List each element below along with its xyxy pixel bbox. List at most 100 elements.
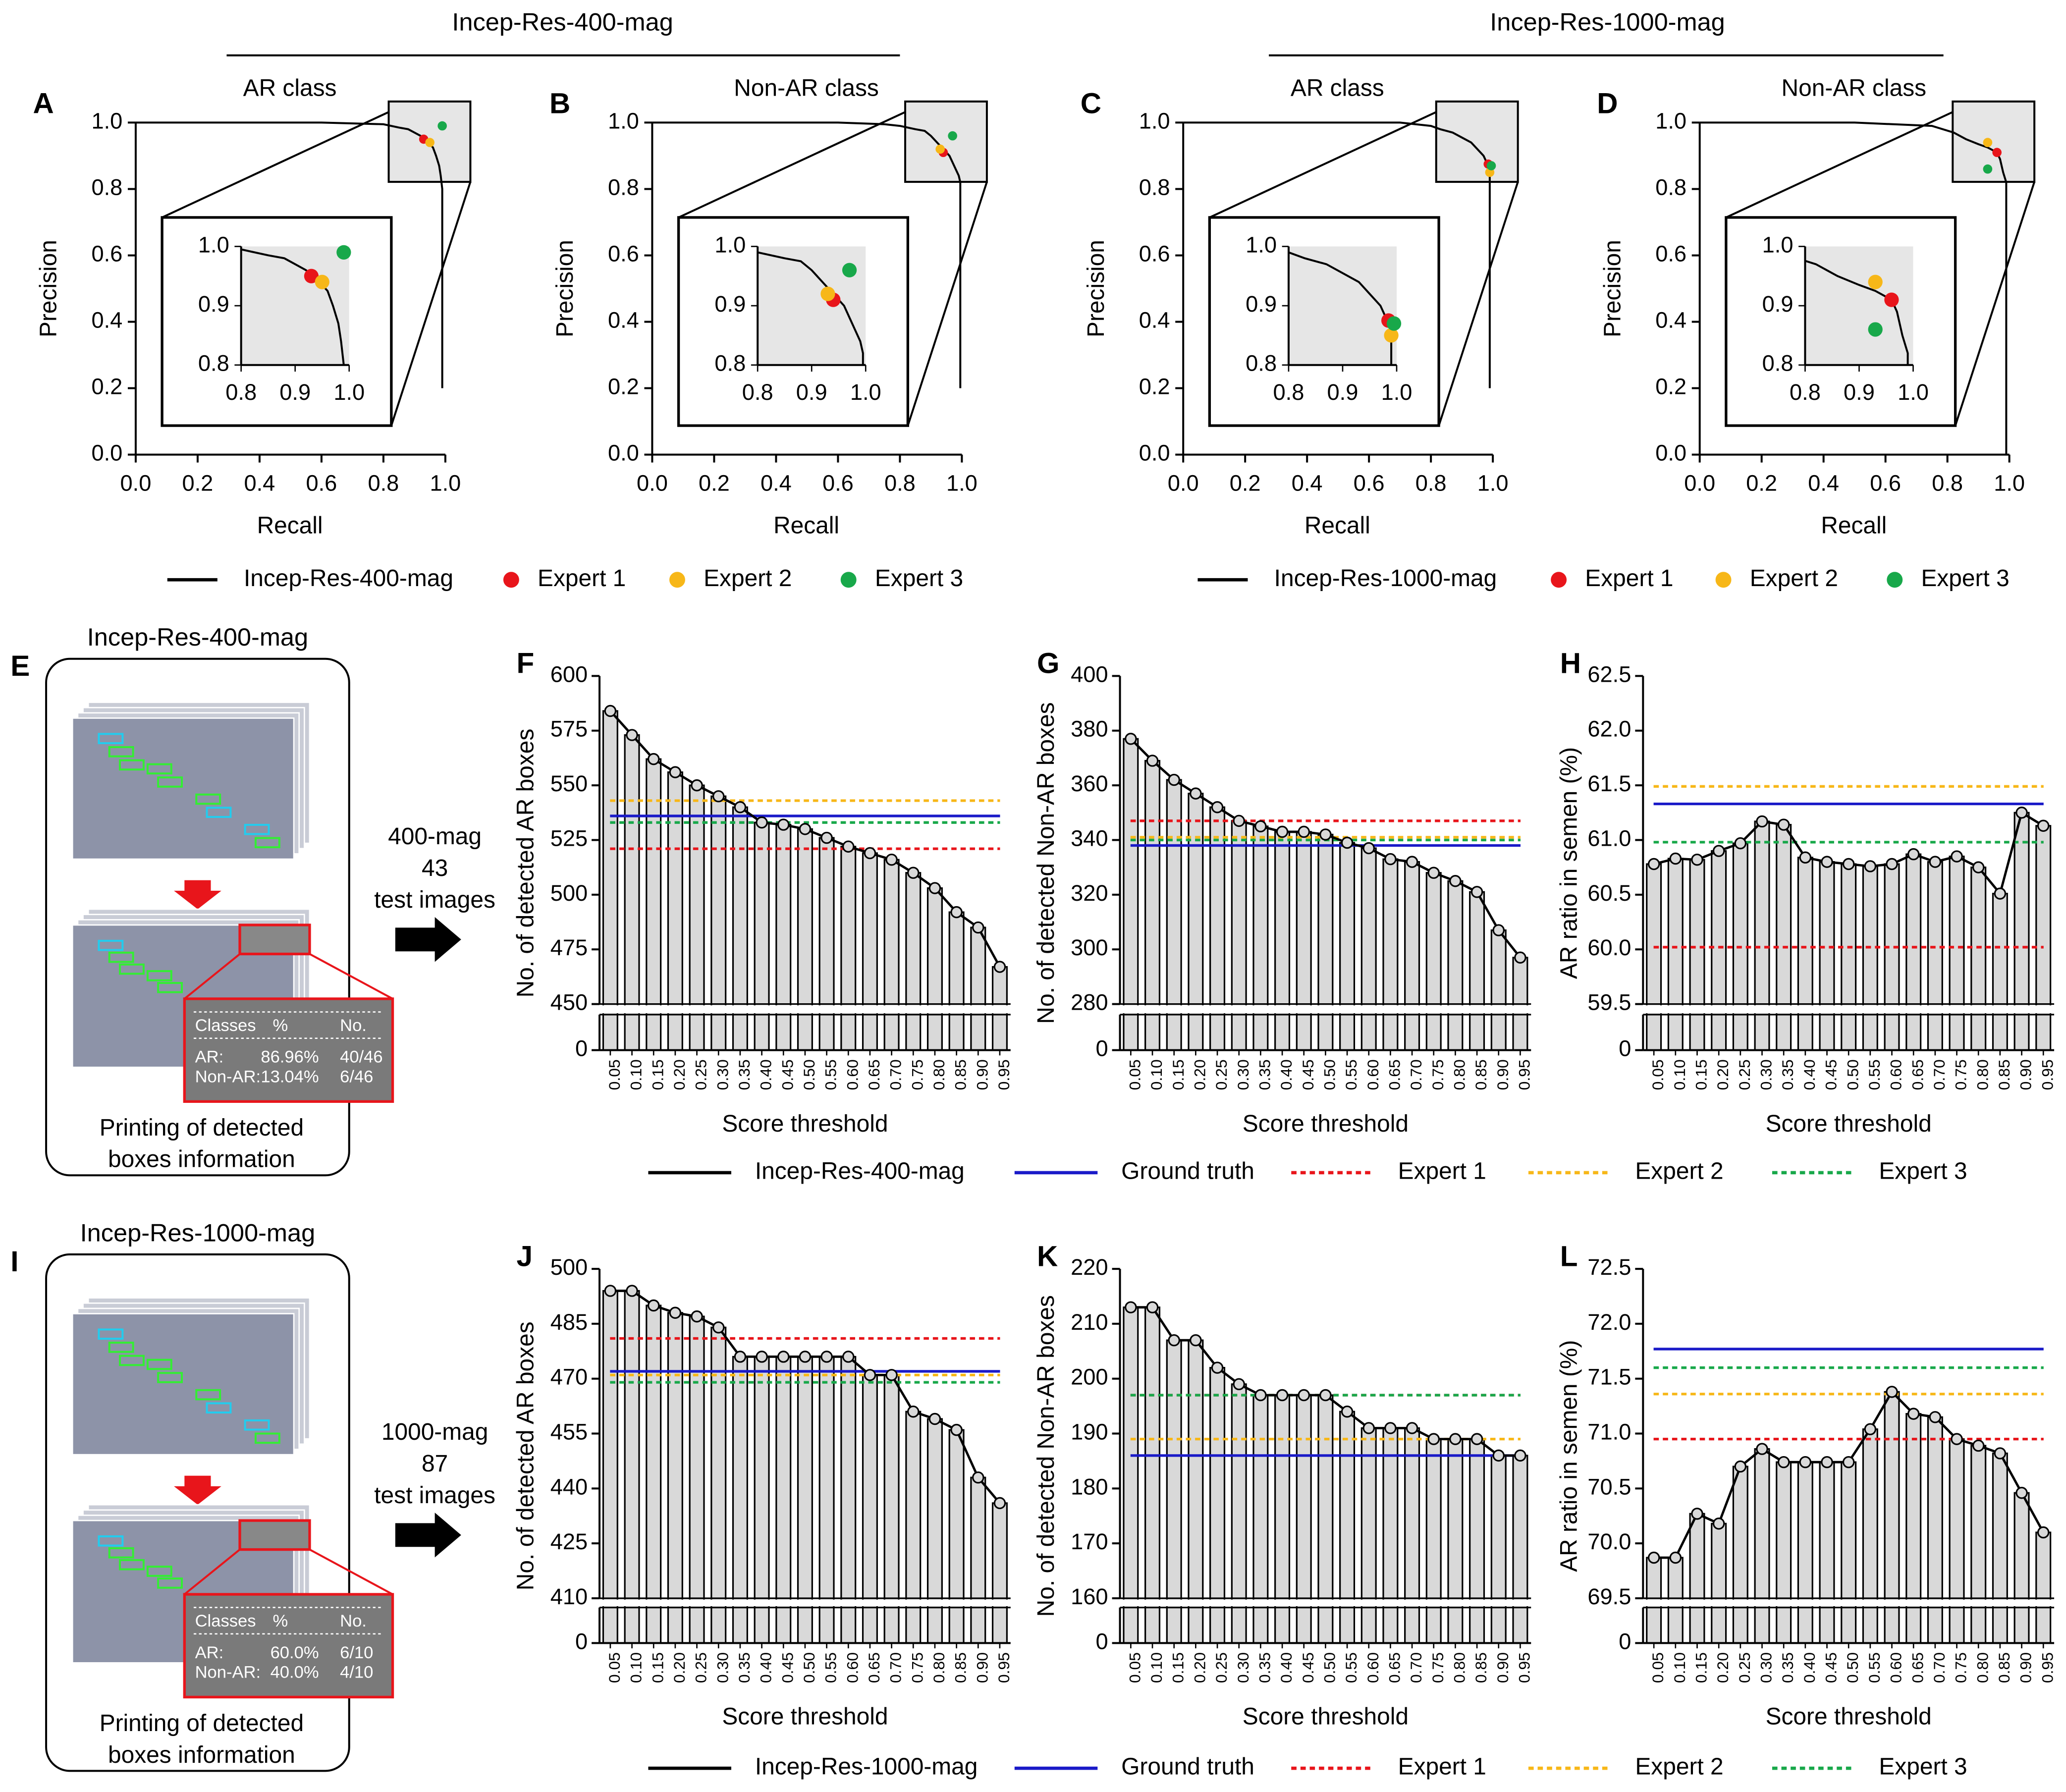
- point: [972, 1471, 984, 1484]
- bar: [1841, 863, 1857, 1051]
- table-header: Classes: [195, 1016, 256, 1035]
- point: [1712, 845, 1725, 857]
- x-tick-label: 0.55: [1865, 1652, 1883, 1683]
- x-tick-label: 0.8: [368, 471, 399, 496]
- bar: [1646, 863, 1662, 1051]
- legend-label: Ground truth: [1121, 1754, 1254, 1780]
- inset-y-tick-label: 0.9: [1762, 291, 1794, 317]
- point: [1886, 858, 1898, 870]
- x-tick-label: 0.8: [884, 471, 916, 496]
- legend-label: Incep-Res-400-mag: [244, 565, 453, 592]
- x-axis-label: Recall: [1821, 512, 1887, 539]
- bar: [1797, 857, 1813, 1051]
- point: [1298, 825, 1310, 838]
- arrow-label: 87: [422, 1451, 448, 1477]
- legend-dot: [1551, 572, 1567, 588]
- x-tick-label: 0.2: [182, 471, 213, 496]
- x-tick-label: 0.15: [1692, 1652, 1710, 1683]
- point: [864, 1369, 876, 1381]
- point: [1233, 1378, 1245, 1391]
- panel-letter: A: [33, 87, 54, 119]
- bar: [602, 710, 618, 1051]
- bar: [1667, 858, 1684, 1051]
- x-tick-label: 0.15: [1692, 1059, 1710, 1090]
- y-tick-label: 0: [1619, 1629, 1631, 1654]
- inset-expert-point: [820, 286, 835, 301]
- bar: [1317, 833, 1334, 1051]
- x-tick-label: 0.4: [761, 471, 792, 496]
- panel-letter: K: [1037, 1240, 1058, 1272]
- bar: [1296, 831, 1312, 1051]
- x-tick-label: 0.30: [1757, 1652, 1775, 1683]
- point: [1449, 1433, 1462, 1445]
- x-tick-label: 1.0: [430, 471, 461, 496]
- bar: [1447, 880, 1464, 1051]
- inset-x-tick-label: 1.0: [1381, 380, 1413, 405]
- zoom-connector: [1726, 111, 1954, 218]
- detection-box: [98, 1328, 124, 1340]
- bar: [797, 828, 813, 1051]
- bar: [1841, 1461, 1857, 1644]
- x-tick-label: 0.95: [995, 1652, 1013, 1683]
- x-tick-label: 0.40: [757, 1652, 775, 1683]
- detection-box: [157, 1372, 183, 1383]
- x-tick-label: 0.75: [1952, 1652, 1970, 1683]
- detection-box: [244, 823, 270, 835]
- x-tick-label: 0.80: [1450, 1059, 1468, 1090]
- legend-label: Incep-Res-1000-mag: [755, 1754, 978, 1780]
- x-tick-label: 0.85: [1472, 1059, 1490, 1090]
- legend-label: Ground truth: [1121, 1158, 1254, 1185]
- x-tick-label: 0.70: [887, 1059, 905, 1090]
- x-tick-label: 0.70: [1930, 1652, 1948, 1683]
- point: [972, 921, 984, 934]
- detection-box: [157, 982, 183, 993]
- info-table: [183, 997, 394, 1103]
- black-arrow: [395, 917, 461, 962]
- inset-x-tick-label: 1.0: [1898, 380, 1929, 405]
- inset-x-tick-label: 0.9: [279, 380, 311, 405]
- inset-y-tick-label: 0.8: [714, 351, 746, 376]
- x-tick-label: 0.90: [973, 1652, 991, 1683]
- x-tick-label: 1.0: [946, 471, 978, 496]
- point: [820, 1351, 833, 1363]
- x-tick-label: 0.80: [1450, 1652, 1468, 1683]
- y-tick-label: 61.5: [1587, 771, 1631, 796]
- inset-x-tick-label: 0.9: [796, 380, 827, 405]
- y-tick-label: 455: [550, 1419, 588, 1444]
- expert-point: [1992, 148, 2002, 158]
- y-tick-label: 320: [1071, 880, 1108, 906]
- zoom-box: [904, 100, 988, 183]
- x-tick-label: 0.25: [692, 1059, 710, 1090]
- x-tick-label: 0.4: [244, 471, 275, 496]
- bar: [991, 1502, 1008, 1644]
- x-tick-label: 0.30: [1757, 1059, 1775, 1090]
- y-axis-label: Precision: [36, 240, 62, 337]
- x-tick-label: 0.05: [605, 1652, 623, 1683]
- x-tick-label: 0.35: [735, 1652, 753, 1683]
- arrow-label: 1000-mag: [381, 1419, 489, 1445]
- y-axis-label: AR ratio in semen (%): [1556, 747, 1582, 979]
- bar: [1927, 861, 1943, 1051]
- point: [799, 823, 812, 835]
- y-tick-label: 340: [1071, 825, 1108, 851]
- detection-box: [108, 1342, 134, 1353]
- x-tick-label: 0.05: [1126, 1059, 1143, 1090]
- inset-y-tick-label: 0.9: [198, 291, 229, 317]
- x-tick-label: 0.0: [120, 471, 152, 496]
- x-tick-label: 0.2: [1230, 471, 1261, 496]
- axis-break: [1109, 1599, 1534, 1606]
- info-highlight: [238, 923, 311, 956]
- x-tick-label: 0.35: [1779, 1652, 1796, 1683]
- x-tick-label: 0.70: [1407, 1059, 1425, 1090]
- bar: [1360, 847, 1377, 1051]
- legend-label: Expert 2: [1635, 1158, 1723, 1185]
- x-tick-label: 0.40: [1277, 1652, 1295, 1683]
- point: [1514, 1449, 1526, 1462]
- point: [1406, 856, 1418, 868]
- x-tick-label: 0.50: [800, 1652, 818, 1683]
- bar: [1425, 1438, 1442, 1644]
- arrow-label: test images: [374, 1482, 495, 1509]
- x-tick-label: 0.95: [995, 1059, 1013, 1090]
- y-tick-label: 0.4: [1655, 307, 1686, 332]
- point: [1341, 1405, 1354, 1418]
